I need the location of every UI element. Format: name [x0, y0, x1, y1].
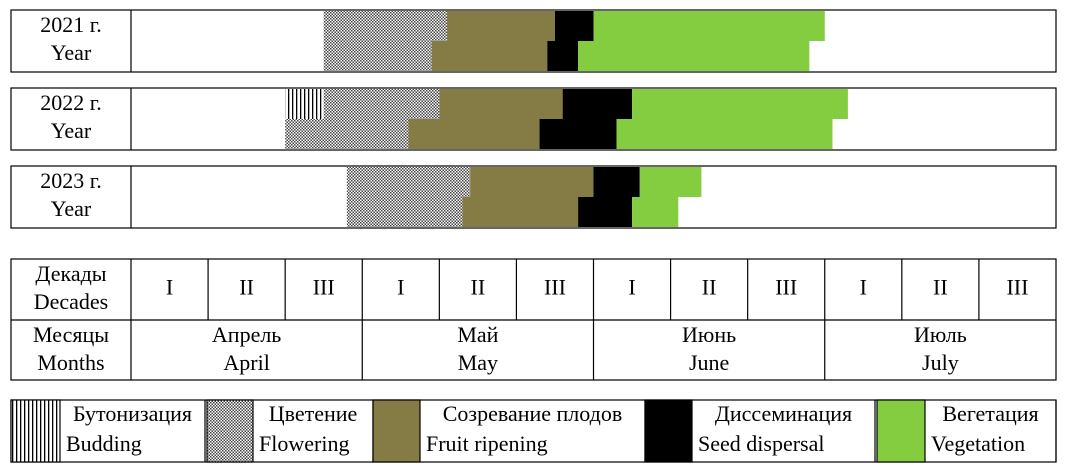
phase-segment [323, 89, 440, 119]
phase-segment [323, 41, 432, 71]
legend-swatch [644, 399, 693, 463]
decade-label: II [933, 275, 948, 300]
phase-segment [578, 197, 633, 227]
phase-segment [593, 167, 640, 197]
legend-swatch [876, 399, 926, 463]
legend-label: Vegetation [931, 431, 1025, 456]
year-label: Year [51, 196, 92, 221]
phase-segment [439, 89, 563, 119]
row-frame [10, 87, 1057, 151]
phase-segment [554, 11, 594, 41]
phase-segment [639, 167, 702, 197]
phase-segment [632, 197, 679, 227]
legend-swatch [206, 399, 254, 463]
phase-segment [462, 197, 579, 227]
decade-label: II [702, 275, 717, 300]
months-header: Месяцы [33, 322, 109, 347]
decade-label: I [860, 275, 867, 300]
phase-segment [346, 167, 471, 197]
legend-label: Budding [66, 431, 142, 456]
decade-label: I [397, 275, 404, 300]
month-label: July [922, 350, 959, 375]
legend-label: Созревание плодов [443, 401, 623, 426]
month-label: June [689, 350, 729, 375]
legend-label: Вегетация [942, 401, 1038, 426]
decade-label: III [313, 275, 335, 300]
decade-label: III [775, 275, 797, 300]
legend-label: Цветение [269, 401, 358, 426]
month-label: Апрель [212, 322, 281, 347]
phase-segment [408, 119, 540, 149]
phase-segment [616, 119, 833, 149]
legend-label: Fruit ripening [426, 431, 548, 456]
month-label: Май [457, 322, 498, 347]
year-label: Year [51, 118, 92, 143]
month-label: Июль [914, 322, 967, 347]
decade-label: II [239, 275, 254, 300]
year-label: 2021 г. [40, 12, 102, 37]
legend-label: Диссеминация [715, 401, 852, 426]
legend-label: Flowering [259, 431, 349, 456]
phase-segment [593, 11, 825, 41]
year-label: 2023 г. [40, 168, 102, 193]
phase-segment [447, 11, 555, 41]
decade-label: I [166, 275, 173, 300]
legend-label: Бутонизация [73, 401, 192, 426]
month-label: Июнь [682, 322, 736, 347]
year-label: Year [51, 40, 92, 65]
legend-swatch [10, 399, 61, 463]
phase-segment [285, 119, 409, 149]
phase-segment [346, 197, 463, 227]
decade-label: I [628, 275, 635, 300]
row-frame [10, 9, 1057, 73]
decades-header: Decades [34, 289, 109, 314]
phase-segment [578, 41, 810, 71]
months-header: Months [37, 350, 104, 375]
phase-segment [285, 89, 324, 119]
phase-segment [632, 89, 848, 119]
row-frame [10, 165, 1057, 229]
phase-segment [431, 41, 548, 71]
year-label: 2022 г. [40, 90, 102, 115]
legend-swatch [372, 399, 421, 463]
phase-segment [547, 41, 579, 71]
legend-label: Seed dispersal [698, 431, 824, 456]
decades-header: Декады [35, 261, 106, 286]
decade-label: III [544, 275, 566, 300]
phase-segment [562, 89, 633, 119]
phase-segment [539, 119, 617, 149]
decade-label: III [1006, 275, 1028, 300]
phase-segment [470, 167, 594, 197]
month-label: April [223, 350, 269, 375]
phase-segment [323, 11, 448, 41]
month-label: May [458, 350, 498, 375]
decade-label: II [471, 275, 486, 300]
